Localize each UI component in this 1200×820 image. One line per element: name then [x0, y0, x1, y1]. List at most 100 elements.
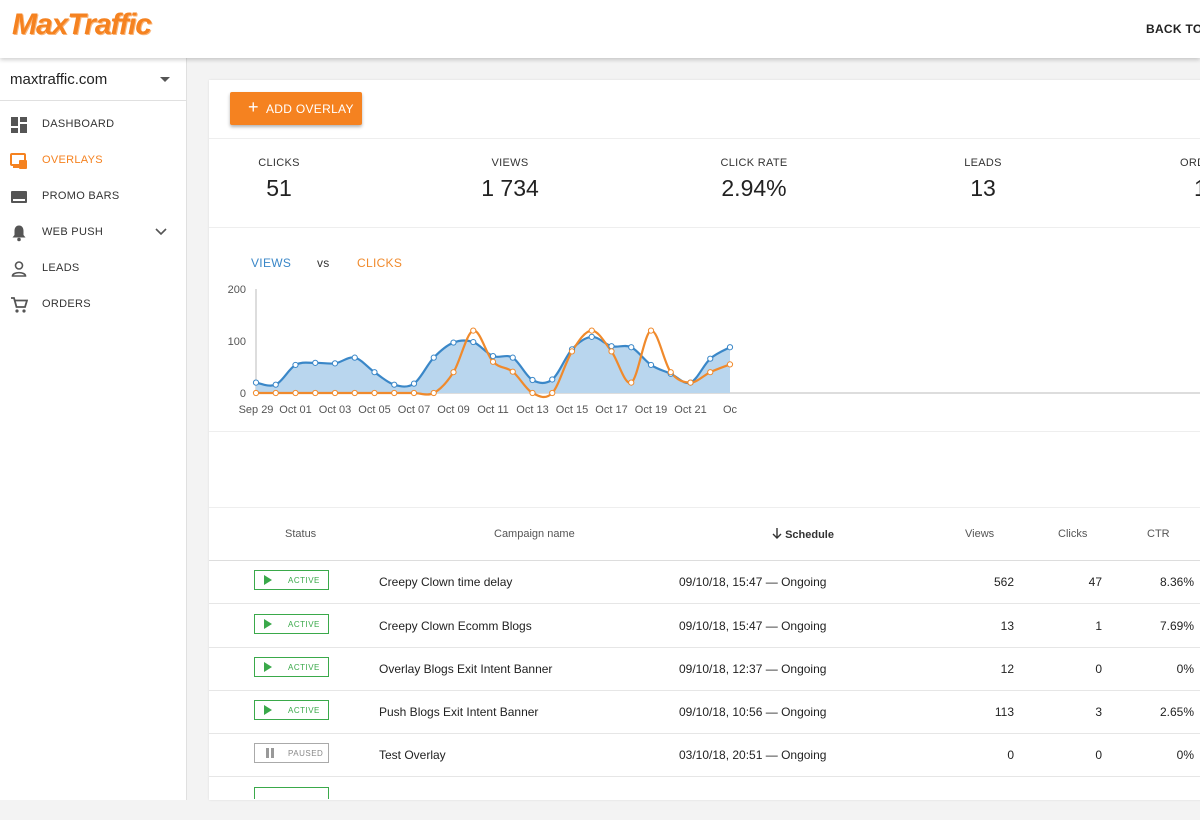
sidebar-item-overlays[interactable]: OVERLAYS — [0, 143, 186, 179]
ctr: 2.65% — [1159, 705, 1194, 719]
clicks-point — [509, 368, 516, 375]
campaign-name[interactable]: Creepy Clown time delay — [379, 575, 513, 589]
sidebar-item-label: DASHBOARD — [42, 118, 115, 130]
header-campaign-name[interactable]: Campaign name — [494, 528, 575, 540]
site-selector[interactable]: maxtraffic.com — [0, 58, 186, 101]
campaign-name[interactable]: Creepy Clown Ecomm Blogs — [379, 619, 532, 633]
stat-click-rate: CLICK RATE 2.94% — [684, 157, 824, 202]
clicks-point — [351, 389, 358, 397]
ctr: 7.69% — [1159, 619, 1194, 633]
site-name: maxtraffic.com — [10, 71, 108, 88]
stat-value: 1 734 — [481, 175, 539, 201]
stat-views: VIEWS 1 734 — [440, 157, 580, 202]
chevron-down-icon[interactable] — [154, 225, 168, 239]
views-point — [707, 355, 714, 362]
table-row-partial[interactable] — [209, 777, 1200, 820]
status-badge[interactable]: ACTIVE — [254, 570, 329, 590]
x-tick-label: Oct 07 — [398, 404, 430, 416]
table-row[interactable]: ACTIVE Push Blogs Exit Intent Banner 09/… — [209, 690, 1200, 734]
header-clicks[interactable]: Clicks — [1058, 528, 1088, 540]
clicks: 47 — [1088, 575, 1102, 589]
views-point — [331, 360, 339, 367]
stat-value: 51 — [266, 175, 292, 201]
back-link[interactable]: BACK TO — [1146, 22, 1200, 36]
x-tick-label: Sep 29 — [239, 404, 274, 416]
table-row[interactable]: PAUSED Test Overlay 03/10/18, 20:51 — On… — [209, 733, 1200, 777]
table-row[interactable]: ACTIVE Creepy Clown Ecomm Blogs 09/10/18… — [209, 604, 1200, 648]
header-ctr[interactable]: CTR — [1147, 528, 1170, 540]
status-badge[interactable]: PAUSED — [254, 743, 329, 763]
header-schedule[interactable]: Schedule — [772, 528, 834, 541]
sidebar-item-label: ORDERS — [42, 298, 91, 310]
y-tick-label: 200 — [228, 284, 246, 296]
play-icon — [264, 619, 272, 629]
status-text: ACTIVE — [288, 706, 320, 715]
sidebar-item-leads[interactable]: LEADS — [0, 251, 186, 287]
sidebar-item-web-push[interactable]: WEB PUSH — [0, 215, 186, 251]
header-views[interactable]: Views — [965, 528, 995, 540]
play-icon — [264, 575, 272, 585]
views-point — [489, 352, 497, 360]
header-status[interactable]: Status — [285, 528, 317, 540]
clicks-point — [292, 389, 299, 397]
ctr: 8.36% — [1159, 575, 1194, 589]
sidebar-item-promo-bars[interactable]: PROMO BARS — [0, 179, 186, 215]
views-point — [628, 344, 635, 351]
views-point — [272, 381, 279, 388]
views: 113 — [994, 705, 1014, 719]
legend-views[interactable]: VIEWS — [251, 256, 292, 270]
clicks: 0 — [1095, 748, 1102, 762]
status-text: ACTIVE — [288, 663, 320, 672]
ctr: 0% — [1176, 748, 1194, 762]
legend-vs: vs — [317, 256, 330, 270]
sidebar-item-orders[interactable]: ORDERS — [0, 287, 186, 323]
pause-icon — [266, 748, 269, 758]
ctr: 0% — [1176, 662, 1194, 676]
x-tick-label: Oct 19 — [635, 404, 667, 416]
clicks-point — [726, 361, 734, 368]
cart-icon — [11, 297, 28, 313]
clicks-point — [647, 327, 655, 334]
stat-label: CLICKS — [258, 157, 300, 169]
clicks-point — [470, 327, 477, 334]
maxtraffic-logo[interactable]: MaxTraffic — [12, 8, 152, 41]
stat-label: VIEWS — [491, 157, 529, 169]
clicks-point — [568, 348, 576, 355]
clicks-point — [667, 369, 674, 376]
table-row[interactable]: ACTIVE Overlay Blogs Exit Intent Banner … — [209, 647, 1200, 691]
views-clicks-chart: VIEWS vs CLICKS 0 100 200 Sep 29 Oct 01 Oct 0… — [209, 226, 1200, 432]
status-badge[interactable]: ACTIVE — [254, 700, 329, 720]
x-tick-label: Oct 03 — [319, 404, 351, 416]
sidebar-item-dashboard[interactable]: DASHBOARD — [0, 107, 186, 143]
add-overlay-button[interactable]: + ADD OVERLAY — [230, 92, 362, 125]
campaign-name[interactable]: Test Overlay — [379, 748, 446, 762]
clicks: 3 — [1095, 705, 1102, 719]
views-point — [470, 338, 477, 346]
clicks-point — [707, 369, 714, 376]
main-panel: + ADD OVERLAY CLICKS 51 VIEWS 1 734 CLIC… — [209, 80, 1200, 800]
status-badge[interactable] — [254, 787, 329, 799]
campaign-name[interactable]: Push Blogs Exit Intent Banner — [379, 705, 539, 719]
stat-leads: LEADS 13 — [913, 157, 1053, 202]
stat-value: 13 — [970, 175, 996, 201]
table-row[interactable]: ACTIVE Creepy Clown time delay 09/10/18,… — [209, 560, 1200, 604]
campaign-name[interactable]: Overlay Blogs Exit Intent Banner — [379, 662, 553, 676]
legend-clicks[interactable]: CLICKS — [357, 256, 403, 270]
play-icon — [264, 705, 272, 715]
header-schedule-label: Schedule — [785, 529, 834, 541]
sort-arrow-down-icon — [772, 528, 782, 539]
status-badge[interactable]: ACTIVE — [254, 657, 329, 677]
views-point — [549, 376, 556, 383]
views: 13 — [1000, 619, 1014, 633]
stat-label: ORD — [1180, 157, 1200, 169]
views-point — [726, 344, 734, 351]
schedule: 09/10/18, 15:47 — Ongoing — [679, 619, 827, 633]
status-text: ACTIVE — [288, 576, 320, 585]
play-icon — [264, 662, 272, 672]
views-point — [608, 343, 615, 350]
caret-down-icon — [160, 77, 170, 82]
clicks-point — [628, 379, 635, 386]
views-point — [312, 359, 319, 366]
status-badge[interactable]: ACTIVE — [254, 614, 329, 634]
clicks-point — [687, 379, 694, 386]
